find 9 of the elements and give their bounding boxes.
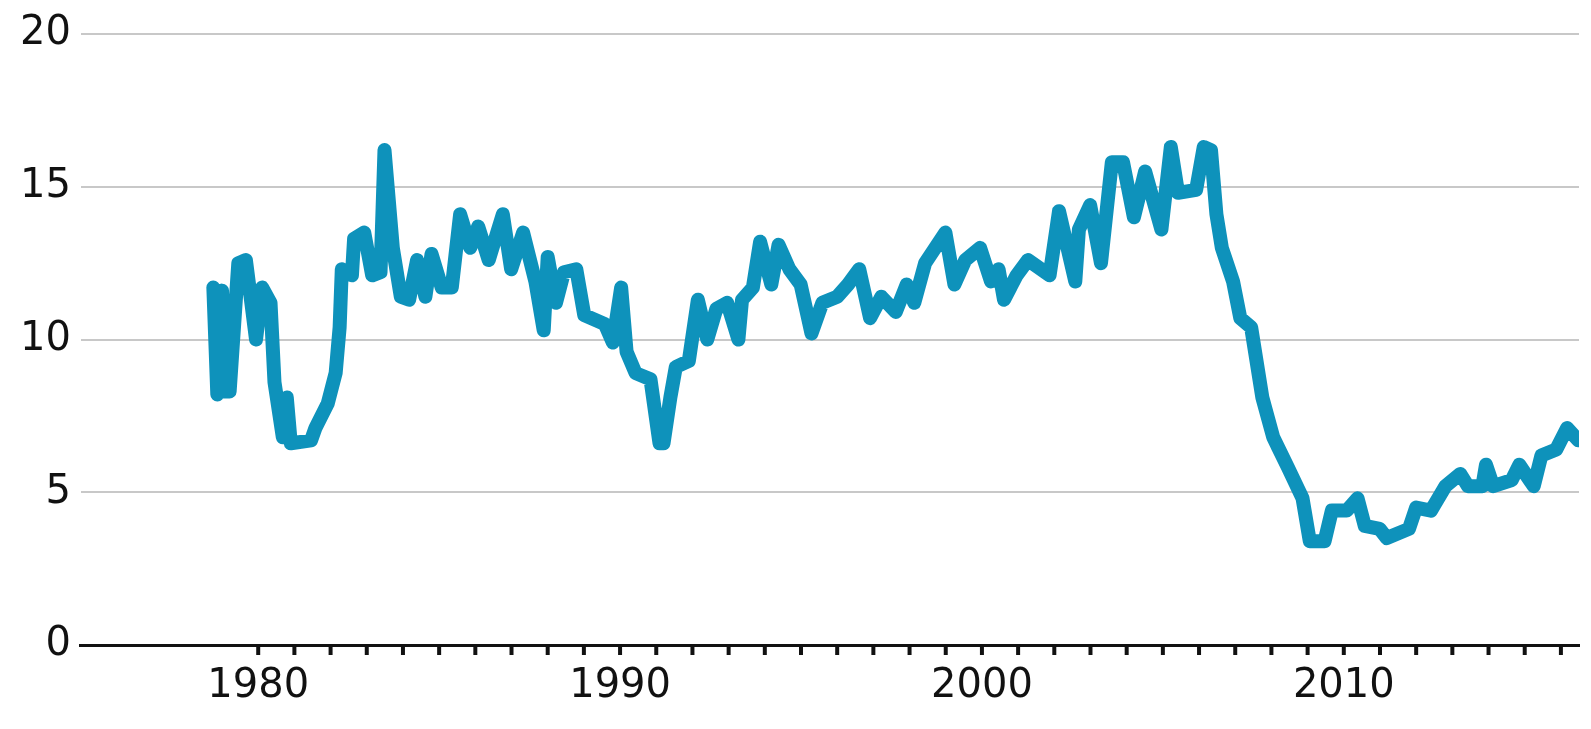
y-tick-label: 5 — [45, 465, 71, 512]
x-tick-label: 2000 — [931, 660, 1033, 707]
y-tick-label: 0 — [45, 618, 71, 665]
x-tick-label: 1990 — [569, 660, 671, 707]
x-tick-label: 1980 — [207, 660, 310, 707]
y-tick-label: 20 — [19, 7, 71, 54]
y-tick-label: 15 — [19, 160, 71, 207]
y-tick-label: 10 — [19, 312, 71, 359]
x-tick-label: 2010 — [1292, 660, 1395, 707]
